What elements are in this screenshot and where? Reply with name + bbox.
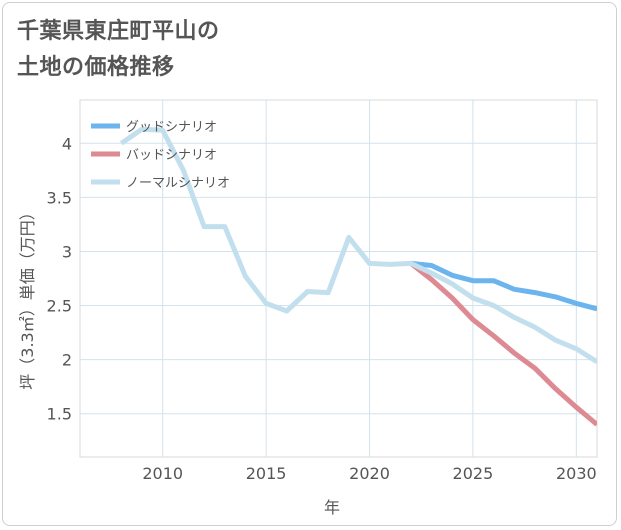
y-tick-labels: 1.5 2 2.5 3 3.5 4 [47,134,72,423]
page-title: 千葉県東庄町平山の 土地の価格推移 [17,14,220,86]
plot-frame [79,99,598,458]
series-line-1 [410,260,597,312]
y-tick-label: 2.5 [47,297,72,316]
x-tick-label: 2030 [556,464,597,483]
legend-label-3: ノーマルシナリオ [126,176,230,191]
x-tick-label: 2015 [246,464,287,483]
legend-label-1: グッドシナリオ [126,120,217,135]
title-line-2: 土地の価格推移 [17,55,175,80]
x-tick-label: 2020 [349,464,390,483]
series-line-2 [409,261,597,427]
y-tick-label: 4 [62,134,72,153]
legend-label-2: バッドシナリオ [126,148,217,163]
y-tick-label: 3 [62,242,72,261]
y-tick-label: 1.5 [47,405,72,424]
grid-lines [79,99,598,458]
y-tick-label: 2 [62,351,72,370]
x-tick-label: 2025 [453,464,494,483]
chart-card [2,2,617,526]
x-axis-label: 年 [324,498,340,517]
x-tick-labels: 2010 2015 2020 2025 2030 [142,464,596,483]
x-tick-label: 2010 [142,464,183,483]
y-axis-label: 坪（3.3㎡）単価（万円） [18,204,37,389]
series-lines [119,126,597,427]
y-tick-label: 3.5 [47,188,72,207]
series-line-3 [119,126,597,364]
title-line-1: 千葉県東庄町平山の [17,19,220,44]
